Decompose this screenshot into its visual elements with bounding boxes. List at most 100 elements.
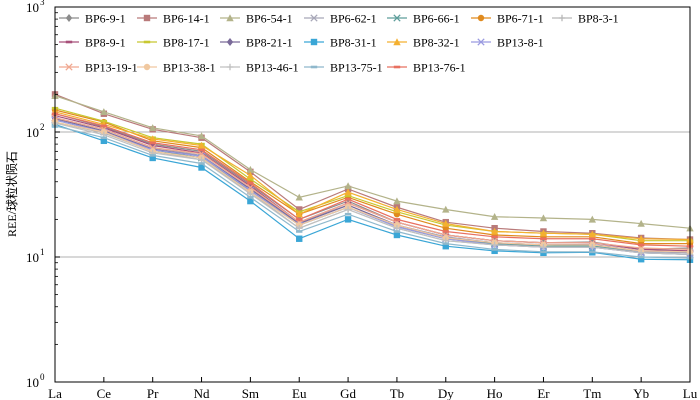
data-point bbox=[589, 237, 596, 241]
data-point bbox=[100, 124, 108, 128]
legend-item-bp13-8-1: BP13-8-1 bbox=[471, 36, 544, 50]
data-point bbox=[100, 137, 108, 145]
legend-item-bp13-75-1: BP13-75-1 bbox=[304, 61, 383, 75]
data-point bbox=[296, 230, 303, 233]
legend-marker bbox=[477, 14, 485, 22]
data-point bbox=[637, 249, 645, 257]
data-point bbox=[442, 205, 450, 213]
data-point bbox=[393, 218, 401, 221]
data-point bbox=[247, 197, 254, 205]
legend-item-bp8-32-1: BP8-32-1 bbox=[387, 36, 460, 50]
data-point bbox=[344, 212, 352, 216]
legend-marker bbox=[143, 14, 151, 22]
legend-item-bp6-14-1: BP6-14-1 bbox=[137, 12, 210, 26]
y-tick-label: 10 bbox=[26, 125, 39, 140]
legend-marker bbox=[393, 65, 401, 69]
series-line bbox=[54, 109, 690, 245]
data-point bbox=[442, 243, 449, 250]
legend-label: BP6-62-1 bbox=[330, 12, 377, 26]
y-tick-exponent: 0 bbox=[40, 372, 45, 382]
data-point bbox=[247, 190, 254, 198]
data-point bbox=[197, 141, 206, 149]
legend-item-bp8-3-1: BP8-3-1 bbox=[552, 12, 619, 26]
legend-item-bp8-31-1: BP8-31-1 bbox=[304, 36, 377, 50]
data-point bbox=[149, 154, 156, 157]
series-line bbox=[54, 125, 691, 259]
legend-label: BP13-46-1 bbox=[246, 61, 299, 75]
legend-label: BP8-31-1 bbox=[330, 36, 377, 50]
legend: BP6-9-1 BP6-14-1 BP6-54-1 BP6-62-1 BP6-66-1 B… bbox=[59, 12, 619, 75]
data-point bbox=[344, 188, 352, 196]
data-point bbox=[540, 250, 547, 254]
data-point bbox=[393, 205, 401, 213]
series-line bbox=[54, 113, 691, 247]
legend-marker bbox=[226, 63, 234, 71]
data-point bbox=[539, 229, 548, 237]
x-axis: La Ce Pr Nd Sm Eu Gd Tb Dy Ho Er Tm Yb Lu bbox=[48, 377, 698, 400]
x-tick-label-la: La bbox=[48, 386, 62, 400]
data-point bbox=[588, 215, 597, 223]
legend-item-bp6-71-1: BP6-71-1 bbox=[471, 12, 544, 26]
legend-marker bbox=[310, 14, 318, 22]
legend-marker bbox=[143, 63, 151, 71]
y-tick-label: 10 bbox=[26, 0, 39, 15]
data-point bbox=[637, 256, 645, 263]
data-point bbox=[539, 214, 548, 222]
data-point bbox=[344, 197, 352, 201]
series-line bbox=[54, 121, 691, 253]
x-tick-label-gd: Gd bbox=[340, 386, 356, 400]
data-point bbox=[393, 197, 401, 205]
data-point bbox=[198, 162, 205, 165]
legend-item-bp6-54-1: BP6-54-1 bbox=[220, 12, 293, 26]
x-tick-label-tb: Tb bbox=[390, 386, 404, 400]
legend-marker bbox=[310, 38, 318, 46]
data-point bbox=[149, 141, 156, 145]
data-point bbox=[588, 230, 597, 238]
data-point bbox=[296, 235, 303, 242]
x-tick-label-ho: Ho bbox=[487, 386, 503, 400]
legend-marker bbox=[143, 40, 151, 44]
series-bp6-54-1 bbox=[51, 92, 694, 232]
legend-item-bp8-21-1: BP8-21-1 bbox=[220, 36, 293, 50]
data-point bbox=[637, 255, 645, 259]
series-line bbox=[54, 93, 691, 241]
data-point bbox=[393, 231, 401, 239]
legend-item-bp6-62-1: BP6-62-1 bbox=[304, 12, 377, 26]
data-point bbox=[344, 182, 352, 190]
series-line bbox=[54, 95, 691, 229]
legend-item-bp13-38-1: BP13-38-1 bbox=[137, 61, 216, 75]
legend-marker bbox=[558, 14, 566, 22]
x-tick-label-pr: Pr bbox=[147, 386, 159, 400]
legend-label: BP13-76-1 bbox=[413, 61, 466, 75]
legend-label: BP8-17-1 bbox=[163, 36, 210, 50]
legend-label: BP6-9-1 bbox=[85, 12, 126, 26]
legend-item-bp13-76-1: BP13-76-1 bbox=[387, 61, 466, 75]
data-point bbox=[393, 230, 401, 233]
data-point bbox=[344, 194, 352, 197]
data-point bbox=[100, 136, 108, 140]
data-point bbox=[491, 241, 498, 249]
legend-marker bbox=[226, 14, 234, 22]
legend-marker bbox=[310, 65, 318, 69]
x-tick-label-eu: Eu bbox=[292, 386, 307, 400]
x-tick-label-sm: Sm bbox=[242, 386, 259, 400]
data-point bbox=[197, 132, 206, 140]
x-tick-label-yb: Yb bbox=[633, 386, 649, 400]
legend-item-bp6-66-1: BP6-66-1 bbox=[387, 12, 460, 26]
legend-label: BP8-9-1 bbox=[85, 36, 126, 50]
data-point bbox=[491, 247, 498, 255]
legend-label: BP8-32-1 bbox=[413, 36, 460, 50]
data-point bbox=[148, 124, 157, 132]
y-axis-label: REE/球粒状陨石 bbox=[4, 151, 19, 237]
data-point bbox=[148, 135, 157, 143]
data-point bbox=[198, 156, 205, 163]
data-point bbox=[491, 248, 498, 251]
data-point bbox=[198, 164, 205, 171]
legend-marker bbox=[393, 38, 401, 46]
data-point bbox=[247, 196, 254, 199]
data-point bbox=[344, 206, 352, 213]
x-tick-label-tm: Tm bbox=[583, 386, 601, 400]
legend-item-bp13-19-1: BP13-19-1 bbox=[59, 61, 138, 75]
data-point bbox=[344, 216, 352, 223]
